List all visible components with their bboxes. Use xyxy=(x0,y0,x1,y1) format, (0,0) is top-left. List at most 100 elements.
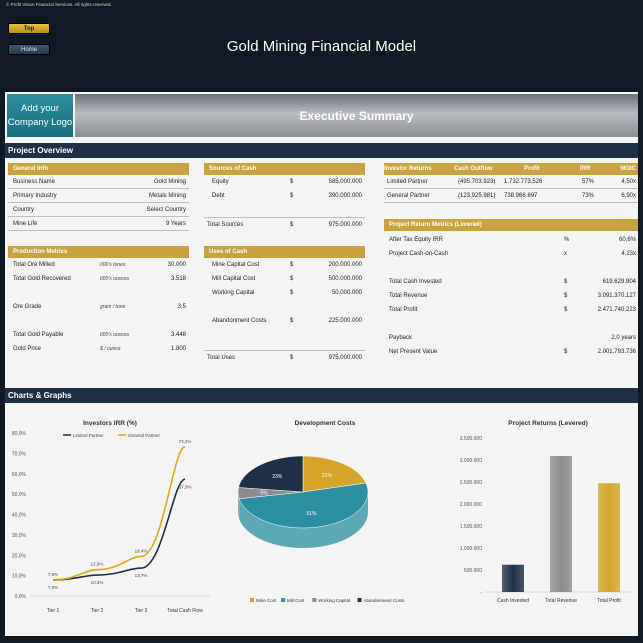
cash-outflow-col-header: Cash Outflow xyxy=(454,166,493,172)
sources-value: 390.000.000 xyxy=(328,193,362,199)
uses-row: Mill Capital Cost $500.000.000 xyxy=(204,272,365,286)
production-value: 1.800 xyxy=(170,346,186,352)
return-metric-value: 3.091.370.127 xyxy=(597,293,636,299)
investor-profit: 1.732.773.526 xyxy=(504,179,543,185)
y-tick-label: 50,0% xyxy=(12,492,27,498)
legend-swatch xyxy=(281,598,286,602)
general-info-row: Primary Industry Metals Mining xyxy=(8,189,189,203)
production-row: Gold Price $ / ounce 1.800 xyxy=(8,342,189,356)
charts-graphs-header: Charts & Graphs xyxy=(5,388,638,403)
production-label: Ore Grade xyxy=(13,304,42,310)
return-metric-value: 619.629.904 xyxy=(602,279,636,285)
return-metric-currency: x xyxy=(564,251,567,257)
sources-total-value: 975.000.000 xyxy=(328,222,362,228)
general-info-header: General Info xyxy=(8,163,189,175)
y-tick-label: - xyxy=(480,590,482,596)
sources-value: 585.000.000 xyxy=(328,179,362,185)
uses-label: Abandonment Costs xyxy=(212,318,267,324)
legend-label: Mine Cost xyxy=(256,598,277,603)
x-tick-label: Tier 3 xyxy=(135,608,148,614)
y-tick-label: 60,0% xyxy=(12,472,27,478)
uses-label: Mine Capital Cost xyxy=(212,262,260,268)
return-metrics-panel: Project Return Metrics (Levered) After T… xyxy=(384,219,638,361)
investor-returns-col-header: Investor Returns xyxy=(384,166,432,172)
pie-slice-label: 5% xyxy=(260,491,268,497)
project-returns-title: Project Returns (Levered) xyxy=(508,420,588,427)
irr-col-header: IRR xyxy=(580,166,591,172)
legend-swatch xyxy=(357,598,362,602)
legend-label: Abandonment Costs xyxy=(364,598,406,603)
y-tick-label: 500.000 xyxy=(464,568,482,574)
investor-row: General Partner (123.925.981) 738.966.697 7… xyxy=(384,189,638,203)
spacer xyxy=(204,203,365,217)
return-metric-row: Payback 2,0 years xyxy=(384,331,638,345)
production-value: 3.448 xyxy=(170,332,186,338)
y-tick-label: 30,0% xyxy=(12,533,27,539)
production-unit: 000's ounces xyxy=(100,276,130,282)
uses-currency: $ xyxy=(290,276,294,282)
y-tick-label: 70,0% xyxy=(12,451,27,457)
data-label: 7,9% xyxy=(48,585,58,590)
data-label: 10,3% xyxy=(91,580,104,585)
general-info-label: Mine Life xyxy=(13,221,38,227)
y-tick-label: 10,0% xyxy=(12,574,27,580)
x-tick-label: Total Revenue xyxy=(545,598,577,604)
investor-returns-header: Investor Returns Cash Outflow Profit IRR MOI… xyxy=(384,163,638,175)
uses-row: Mine Capital Cost $200.000.000 xyxy=(204,258,365,272)
sources-total-currency: $ xyxy=(290,222,294,228)
production-label: Total Ore Milled xyxy=(13,262,55,268)
top-button[interactable]: Top xyxy=(8,23,50,34)
production-unit: gram / tone xyxy=(100,304,126,310)
production-value: 30.000 xyxy=(167,262,186,268)
sources-label: Debt xyxy=(212,193,225,199)
general-info-value: Gold Mining xyxy=(153,179,186,185)
return-metric-value: 2,0 years xyxy=(611,335,636,341)
general-info-row: Business Name Gold Mining xyxy=(8,175,189,189)
home-button[interactable]: Home xyxy=(8,44,50,55)
moic-col-header: MOIC xyxy=(620,166,636,172)
uses-total-label: Total Uses xyxy=(207,355,236,361)
return-metric-currency: $ xyxy=(564,349,568,355)
data-label: 13,7% xyxy=(135,573,148,578)
y-tick-label: 2.000.000 xyxy=(460,502,482,508)
investor-outflow: (123.925.981) xyxy=(458,193,496,199)
return-metric-value: 2.471.740.223 xyxy=(597,307,636,313)
sources-currency: $ xyxy=(290,193,294,199)
copyright-text: © Profit Vision Financial Services. All … xyxy=(6,2,112,7)
company-logo-placeholder[interactable]: Add your Company Logo xyxy=(7,94,73,137)
sources-total-label: Total Sources xyxy=(207,222,244,228)
y-tick-label: 3.500.000 xyxy=(460,436,482,442)
y-tick-label: 3.000.000 xyxy=(460,458,482,464)
project-returns-bar-chart: - 500.000 1.000.000 1.500.000 2.000.000 2.500… xyxy=(460,436,630,604)
production-value: 3.518 xyxy=(170,276,186,282)
x-tick-label: Cash Invested xyxy=(497,598,529,604)
y-tick-label: 20,0% xyxy=(12,553,27,559)
irr-line-chart: 0,0% 10,0% 20,0% 30,0% 40,0% 50,0% 60,0% 70,0% 8… xyxy=(12,431,210,614)
return-metric-label: Project Cash-on-Cash xyxy=(389,251,449,257)
summary-sheet: Add your Company Logo Executive Summary … xyxy=(5,92,638,636)
profit-col-header: Profit xyxy=(524,166,540,172)
return-metric-currency: $ xyxy=(564,279,568,285)
data-label: 19,4% xyxy=(135,548,148,553)
legend-label: Working Capital xyxy=(318,598,350,603)
y-tick-label: 40,0% xyxy=(12,513,27,519)
sources-row: Equity $585.000.000 xyxy=(204,175,365,189)
return-metric-row: Total Cash Invested $619.629.904 xyxy=(384,275,638,289)
production-label: Total Gold Recovered xyxy=(13,276,71,282)
sources-total-row: Total Sources $975.000.000 xyxy=(204,217,365,231)
general-info-label: Business Name xyxy=(13,179,56,185)
investor-moic: 4,50x xyxy=(621,179,636,185)
x-tick-label: Tier 2 xyxy=(91,608,104,614)
investor-label: Limited Partner xyxy=(387,179,428,185)
x-tick-label: Total Cash Flow xyxy=(167,608,203,614)
return-metric-row: Project Cash-on-Cash x 4,23x xyxy=(384,247,638,261)
production-row: Total Gold Recovered 000's ounces 3.518 xyxy=(8,272,189,286)
page-title: Gold Mining Financial Model xyxy=(226,38,417,55)
return-metric-label: After Tax Equity IRR xyxy=(389,237,443,243)
return-metric-value: 4,23x xyxy=(621,251,636,257)
investor-profit: 738.966.697 xyxy=(504,193,538,199)
sources-label: Equity xyxy=(212,179,229,185)
investor-label: General Partner xyxy=(387,193,430,199)
uses-total-currency: $ xyxy=(290,355,294,361)
executive-summary-title: Executive Summary xyxy=(75,94,638,137)
